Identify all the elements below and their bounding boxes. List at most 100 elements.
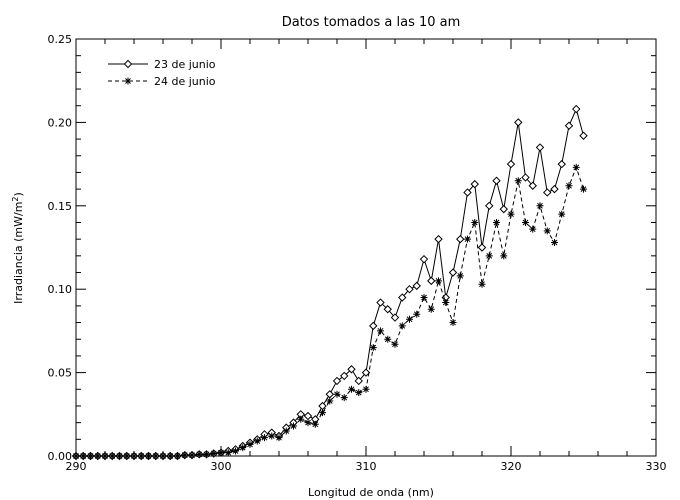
x-tick-label: 290 <box>66 460 87 473</box>
data-point-diamond <box>492 176 501 185</box>
y-axis-label-main: Irradiancia (mW/m <box>12 202 25 304</box>
legend-marker-asterisk <box>124 77 132 85</box>
data-point-asterisk <box>116 452 123 460</box>
data-point-asterisk <box>551 238 558 246</box>
data-point-asterisk <box>377 327 384 335</box>
series-1 <box>71 104 588 461</box>
data-point-asterisk <box>181 451 189 459</box>
data-point-asterisk <box>558 210 566 218</box>
plot-frame <box>75 38 657 457</box>
data-point-diamond <box>557 159 566 169</box>
data-point-asterisk <box>536 202 544 210</box>
data-point-diamond <box>550 184 559 194</box>
legend: 23 de junio 24 de junio <box>108 58 216 88</box>
chart-title: Datos tomados a las 10 am <box>282 15 461 30</box>
data-point-asterisk <box>246 440 254 448</box>
series-line <box>76 165 584 457</box>
data-point-diamond <box>361 368 371 377</box>
data-point-asterisk <box>224 449 232 457</box>
data-point-asterisk <box>449 319 457 327</box>
data-point-asterisk <box>290 422 297 430</box>
y-tick-label: 0.10 <box>48 283 73 296</box>
data-point-asterisk <box>217 449 225 457</box>
y-tick-label: 0.20 <box>48 116 73 129</box>
x-tick-label: 320 <box>501 460 522 473</box>
data-point-asterisk <box>253 437 261 445</box>
data-point-asterisk <box>152 452 160 460</box>
y-axis-label-superscript: 2 <box>11 196 20 201</box>
data-point-asterisk <box>333 390 341 398</box>
data-point-asterisk <box>101 452 109 460</box>
data-point-asterisk <box>391 340 399 348</box>
data-point-asterisk <box>123 452 131 460</box>
data-point-asterisk <box>580 185 587 193</box>
data-point-asterisk <box>166 452 174 460</box>
data-point-asterisk <box>130 452 138 460</box>
data-point-asterisk <box>522 218 529 226</box>
data-point-asterisk <box>137 452 145 460</box>
data-point-asterisk <box>406 315 413 323</box>
data-point-asterisk <box>420 294 428 302</box>
data-point-diamond <box>390 313 400 322</box>
data-point-asterisk <box>355 389 363 397</box>
data-point-diamond <box>470 179 479 189</box>
series-layer <box>71 104 588 461</box>
data-point-asterisk <box>326 397 334 405</box>
data-point-diamond <box>506 159 516 169</box>
data-point-diamond <box>572 104 581 114</box>
data-point-diamond <box>325 390 334 399</box>
x-tick-label: 330 <box>646 460 667 473</box>
data-point-asterisk <box>427 305 435 313</box>
data-point-diamond <box>434 234 443 244</box>
x-axis-label: Longitud de onda (nm) <box>308 486 434 499</box>
data-point-asterisk <box>297 415 305 423</box>
data-point-diamond <box>332 376 342 386</box>
data-point-diamond <box>398 293 407 302</box>
data-point-asterisk <box>348 385 355 393</box>
series-2 <box>72 163 587 460</box>
data-point-asterisk <box>145 452 152 460</box>
data-point-diamond <box>303 411 313 421</box>
data-point-diamond <box>579 131 588 140</box>
data-point-diamond <box>499 204 508 214</box>
y-tick-label: 0.15 <box>48 200 73 213</box>
y-tick-label: 0.00 <box>48 450 73 463</box>
data-point-asterisk <box>529 225 537 233</box>
data-point-diamond <box>564 121 574 130</box>
data-point-asterisk <box>493 218 500 226</box>
data-point-asterisk <box>514 177 522 185</box>
data-point-asterisk <box>572 163 580 171</box>
data-point-asterisk <box>319 409 326 417</box>
data-point-diamond <box>521 173 530 182</box>
data-point-asterisk <box>340 394 348 402</box>
y-axis-label: Irradiancia (mW/m2) <box>11 192 25 304</box>
data-point-diamond <box>376 298 385 307</box>
legend-marker-diamond <box>123 59 133 69</box>
x-tick-label: 310 <box>356 460 377 473</box>
data-point-asterisk <box>282 427 290 435</box>
y-axis-ticks: 0.00 0.05 0.10 0.15 0.20 0.25 <box>48 33 656 463</box>
data-point-diamond <box>412 281 421 291</box>
y-axis-label-tail: ) <box>12 192 25 196</box>
x-tick-label: 300 <box>211 460 232 473</box>
data-point-asterisk <box>500 252 508 260</box>
data-point-asterisk <box>159 452 167 460</box>
data-point-diamond <box>528 181 537 190</box>
legend-label: 24 de junio <box>154 75 216 88</box>
data-point-diamond <box>514 118 523 127</box>
plot-border <box>75 38 657 457</box>
data-point-asterisk <box>268 432 276 440</box>
data-point-asterisk <box>456 272 464 280</box>
data-point-asterisk <box>275 434 283 442</box>
data-point-diamond <box>405 284 414 294</box>
data-point-asterisk <box>565 182 573 190</box>
data-point-asterisk <box>72 452 80 460</box>
data-point-diamond <box>543 188 552 197</box>
data-point-asterisk <box>210 449 218 457</box>
data-point-asterisk <box>108 452 116 460</box>
data-point-diamond <box>383 305 392 314</box>
data-point-asterisk <box>261 434 268 442</box>
data-point-asterisk <box>413 310 421 318</box>
x-axis-ticks: 290 300 310 320 330 <box>66 39 667 473</box>
